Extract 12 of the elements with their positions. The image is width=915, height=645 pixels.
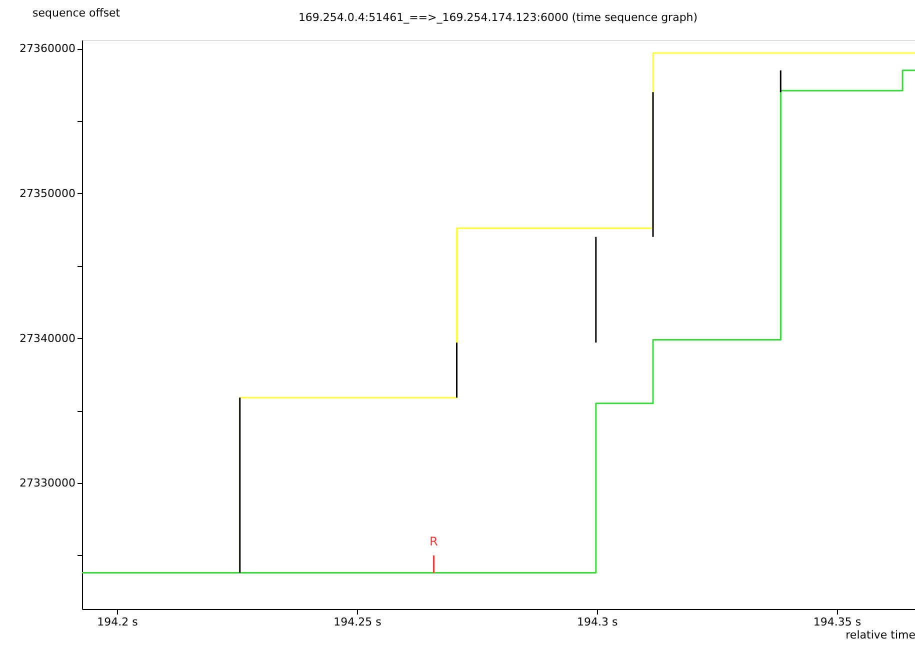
- x-tick-label: 194.3 s: [577, 616, 618, 628]
- chart-title: 169.254.0.4:51461_==>_169.254.174.123:6000 (time sequence graph): [298, 11, 698, 24]
- y-tick-label: 27350000: [20, 186, 76, 200]
- y-tick-label: 27360000: [20, 42, 76, 56]
- annotation: R: [430, 534, 438, 548]
- x-tick-label: 194.35 s: [813, 616, 862, 628]
- x-tick-label: 194.2 s: [97, 616, 138, 628]
- y-tick-label: 27340000: [20, 332, 76, 345]
- y-axis-title: sequence offset: [32, 6, 121, 20]
- y-tick-label: 27330000: [20, 476, 76, 490]
- x-tick-label: 194.25 s: [334, 616, 382, 628]
- x-axis-title: relative time: [846, 628, 915, 642]
